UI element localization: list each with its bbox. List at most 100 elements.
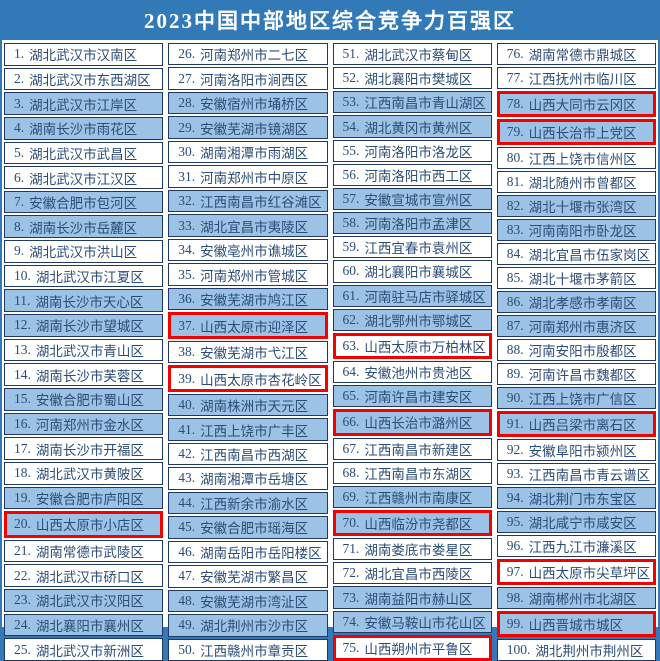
table-row: 21. 湖南常德市武陵区 xyxy=(4,539,164,563)
row-rank: 61. xyxy=(342,287,360,303)
row-district: 湖南长沙市岳麓区 xyxy=(29,220,138,236)
row-rank: 20. xyxy=(14,516,31,532)
row-rank: 4. xyxy=(14,120,25,136)
table-row-highlighted: 66. 山西长治市潞州区 xyxy=(332,409,492,436)
row-district: 湖北武汉市武昌区 xyxy=(29,146,138,162)
row-district: 江西上饶市广信区 xyxy=(528,392,637,407)
row-rank: 70. xyxy=(342,515,360,531)
table-row: 10. 湖北武汉市江夏区 xyxy=(4,264,164,288)
row-district: 山西太原市迎泽区 xyxy=(200,319,309,335)
row-rank: 82. xyxy=(506,198,524,213)
table-row: 100. 湖北荆州市荆州区 xyxy=(496,639,656,661)
row-rank: 17. xyxy=(14,440,31,456)
row-rank: 18. xyxy=(14,465,31,481)
row-rank: 14. xyxy=(14,366,31,382)
table-row: 67. 江西南昌市新建区 xyxy=(332,437,492,460)
row-rank: 37. xyxy=(178,317,196,333)
row-rank: 91. xyxy=(506,416,524,431)
row-district: 山西朔州市平鲁区 xyxy=(364,641,473,657)
table-row: 45. 安徽合肥市瑶海区 xyxy=(168,516,328,539)
table-row: 95. 湖北咸宁市咸安区 xyxy=(496,511,656,533)
table-row-highlighted: 78. 山西大同市云冈区 xyxy=(496,91,656,117)
row-district: 河南郑州市二七区 xyxy=(200,48,309,64)
row-district: 湖北武汉市东西湖区 xyxy=(29,72,151,88)
table-row: 28. 安徽宿州市埇桥区 xyxy=(168,91,328,115)
row-district: 江西南昌市东湖区 xyxy=(364,466,473,482)
table-row: 41. 江西上饶市广丰区 xyxy=(168,418,328,441)
table-row: 74. 安徽马鞍山市花山区 xyxy=(332,610,492,633)
table-row-highlighted: 20. 山西太原市小店区 xyxy=(4,511,164,538)
table-row: 29. 安徽芜湖市镜湖区 xyxy=(168,116,328,139)
row-district: 江西南昌市青云谱区 xyxy=(528,468,651,483)
row-rank: 76. xyxy=(506,46,524,61)
table-row: 96. 江西九江市濂溪区 xyxy=(496,535,656,557)
row-district: 河南洛阳市西工区 xyxy=(364,168,473,184)
table-row: 52. 湖北襄阳市樊城区 xyxy=(332,67,492,90)
row-rank: 2. xyxy=(14,70,25,86)
row-rank: 49. xyxy=(178,617,196,633)
row-rank: 23. xyxy=(14,592,31,608)
row-rank: 30. xyxy=(178,144,196,160)
table-row: 83. 河南南阳市卧龙区 xyxy=(496,219,656,241)
row-district: 湖南益阳市赫山区 xyxy=(364,591,473,607)
table-row: 86. 湖北孝感市孝南区 xyxy=(496,291,656,313)
row-rank: 66. xyxy=(342,414,360,430)
rank-column-1: 1. 湖北武汉市汉南区 2. 湖北武汉市东西湖区 3. 湖北武汉市江岸区 4. 湖南长沙市雨花… xyxy=(4,43,164,661)
row-district: 湖北武汉市江汉区 xyxy=(29,171,138,187)
row-district: 河南洛阳市洛龙区 xyxy=(364,144,473,160)
row-rank: 13. xyxy=(14,342,31,357)
page-title: 2023中国中部地区综合竞争力百强区 xyxy=(144,9,516,33)
row-rank: 86. xyxy=(506,294,524,309)
row-district: 湖南株洲市天元区 xyxy=(200,399,309,415)
table-row: 90. 江西上饶市广信区 xyxy=(496,387,656,409)
table-row: 25. 湖北武汉市新洲区 xyxy=(4,638,164,661)
table-row-highlighted: 39. 山西太原市杏花岭区 xyxy=(168,365,328,392)
row-district: 山西太原市万柏林区 xyxy=(364,339,486,355)
row-rank: 28. xyxy=(178,95,196,111)
row-district: 河南许昌市建安区 xyxy=(364,390,473,406)
row-rank: 6. xyxy=(14,169,25,185)
table-row: 62. 湖北鄂州市鄂城区 xyxy=(332,308,492,331)
table-row: 53. 江西南昌市青山湖区 xyxy=(332,91,492,114)
table-row: 61. 河南驻马店市驿城区 xyxy=(332,284,492,307)
table-row: 85. 湖北十堰市茅箭区 xyxy=(496,267,656,289)
table-row: 50. 江西赣州市章贡区 xyxy=(168,638,328,661)
row-rank: 75. xyxy=(342,639,360,655)
row-rank: 29. xyxy=(178,119,196,135)
row-district: 河南洛阳市涧西区 xyxy=(200,72,309,88)
table-row: 5. 湖北武汉市武昌区 xyxy=(4,141,164,165)
table-row: 84. 湖北宜昌市伍家岗区 xyxy=(496,243,656,265)
row-district: 湖南长沙市开福区 xyxy=(35,442,144,458)
table-row: 89. 河南许昌市魏都区 xyxy=(496,363,656,385)
row-district: 湖北宜昌市夷陵区 xyxy=(200,219,309,235)
row-district: 河南驻马店市驿城区 xyxy=(364,289,486,305)
table-row: 1. 湖北武汉市汉南区 xyxy=(4,43,164,66)
table-row: 46. 湖南岳阳市岳阳楼区 xyxy=(168,540,328,564)
row-district: 江西上饶市信州区 xyxy=(528,152,637,167)
row-rank: 93. xyxy=(506,466,524,481)
table-row: 48. 安徽芜湖市湾沚区 xyxy=(168,589,328,613)
table-row: 14. 湖南长沙市芙蓉区 xyxy=(4,363,164,386)
row-rank: 10. xyxy=(14,268,31,284)
table-row-highlighted: 70. 山西临汾市尧都区 xyxy=(332,509,492,537)
row-rank: 95. xyxy=(506,514,524,529)
row-rank: 33. xyxy=(178,217,196,233)
row-district: 江西新余市渝水区 xyxy=(200,496,309,512)
table-row: 33. 湖北宜昌市夷陵区 xyxy=(168,214,328,237)
table-row: 15. 安徽合肥市蜀山区 xyxy=(4,387,164,411)
row-district: 湖北武汉市洪山区 xyxy=(29,245,138,261)
table-row: 56. 河南洛阳市西工区 xyxy=(332,163,492,186)
rank-column-4: 76. 湖南常德市鼎城区 77. 江西抚州市临川区 78. 山西大同市云冈区 79. 山西长治… xyxy=(496,43,656,661)
table-row: 35. 河南郑州市管城区 xyxy=(168,263,328,286)
row-district: 安徽阜阳市颍州区 xyxy=(528,444,637,459)
row-district: 湖南湘潭市岳塘区 xyxy=(200,472,309,488)
table-row-highlighted: 79. 山西长治市上党区 xyxy=(496,119,656,145)
row-rank: 19. xyxy=(14,489,31,505)
row-district: 湖北荆州市沙市区 xyxy=(200,619,309,635)
row-rank: 87. xyxy=(506,318,524,333)
row-rank: 35. xyxy=(178,266,196,282)
row-rank: 98. xyxy=(506,590,524,605)
row-rank: 40. xyxy=(178,397,196,413)
row-district: 湖北襄阳市樊城区 xyxy=(364,72,473,88)
row-rank: 85. xyxy=(506,270,524,285)
